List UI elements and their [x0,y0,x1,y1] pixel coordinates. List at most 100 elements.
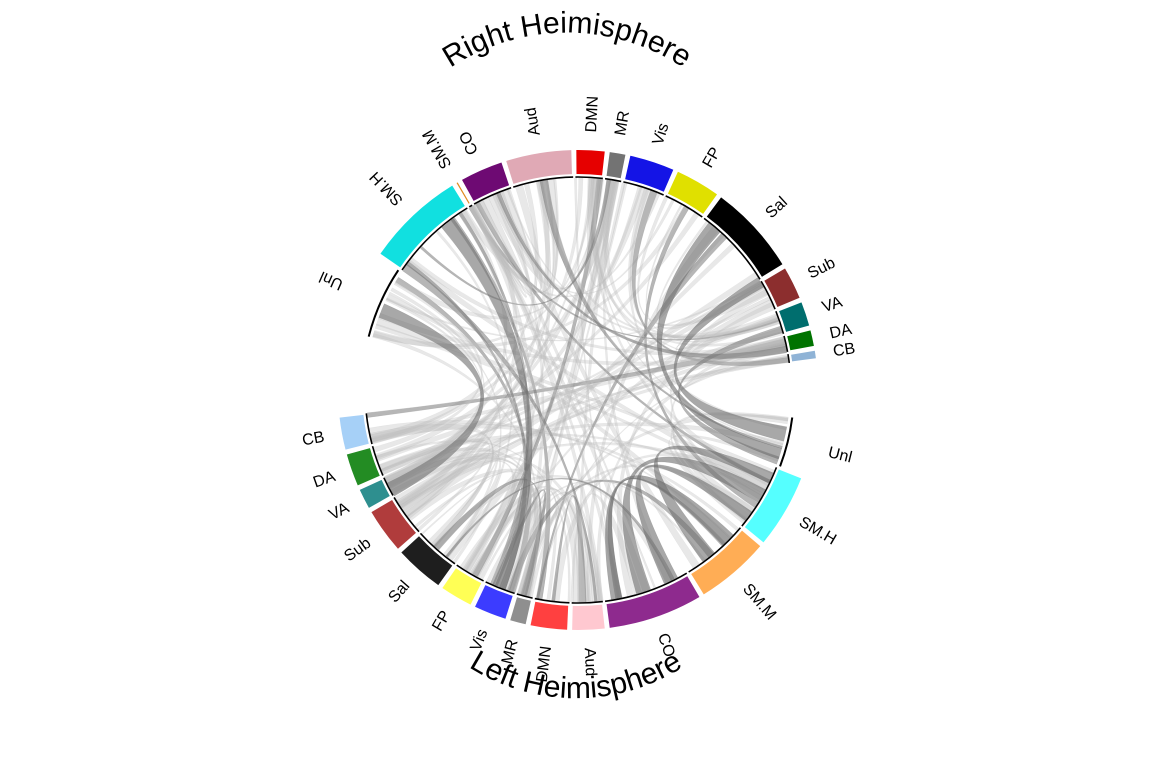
segment-right-mr [606,152,626,179]
chord-link [378,312,788,366]
chord-link [406,259,769,491]
chord-link [371,177,584,445]
label-left-fp: FP [429,608,454,634]
chord-link [376,440,571,603]
segment-left-sm-h [744,469,802,543]
chord-link [492,489,547,596]
segment-left-dmn [530,601,569,630]
chord-link [539,179,783,449]
chord-link-strong [378,303,484,497]
label-right-fp: FP [700,145,725,171]
segment-right-sub [764,268,800,307]
segment-left-da [346,448,380,486]
chord-link [598,180,628,287]
segment-inner-line-right-fp [665,195,703,218]
chord-link [593,178,784,446]
title-right-hemisphere: Right Heimisphere [437,6,697,73]
chord-link-strong [622,456,766,595]
chord-link-strong [656,222,783,460]
segment-inner-line-left-cb [365,413,373,445]
chord-link [372,205,689,349]
chord-link [385,281,762,342]
chord-link [419,179,611,306]
label-left-sm-m: SM.M [739,581,779,624]
chord-link [375,180,618,461]
chord-link [511,182,626,593]
label-right-aud: Aud [522,106,543,137]
chord-link [499,191,545,593]
chord-link [645,204,779,341]
hemisphere-segments [339,150,816,630]
segment-left-mr [510,597,531,625]
chord-link [496,192,787,359]
segment-inner-line-left-sm-m [688,527,742,573]
segment-inner-line-right-dmn [575,176,603,180]
chord-link [470,488,586,603]
chord-link [394,452,497,544]
chord-link [370,423,740,532]
chord-link [370,336,786,443]
label-right-cb: CB [832,340,857,360]
label-left-sal: Sal [385,578,413,607]
chord-link [591,178,789,367]
label-right-sal: Sal [762,194,791,222]
label-left-sm-h: SM.H [796,514,839,549]
segment-inner-line-left-dmn [534,597,570,604]
chord-link [637,196,768,327]
segment-right-cb [791,350,816,362]
segment-right-dmn [576,150,605,176]
label-right-va: VA [820,294,845,317]
title-left-hemisphere: Left Heimisphere [465,644,687,705]
segment-inner-line-right-sal [703,217,761,280]
label-right-sm-m: SM.M [420,127,456,172]
segment-inner-line-left-vis [485,581,515,595]
label-right-sm-h: SM.H [367,168,407,209]
chord-link [406,468,581,603]
segment-left-co [606,576,700,628]
label-right-vis: Vis [650,121,673,147]
label-right-da: DA [828,321,854,342]
chord-link [616,302,775,597]
segment-inner-line-left-sm-h [741,467,778,527]
segment-inner-line-left-fp [456,564,484,582]
chord-link [656,220,780,343]
segment-inner-line-left-sub [393,497,420,533]
label-left-co: CO [654,631,678,659]
chord-link [371,427,494,548]
segment-right-sm-h [380,185,465,268]
label-right-dmn: DMN [583,96,602,133]
label-left-da: DA [311,468,338,492]
chord-link [402,263,598,602]
chord-link [468,193,533,296]
segment-inner-line-left-va [383,477,394,496]
segment-right-sm-m [456,182,470,204]
chord-link-strong [441,218,533,590]
label-left-sub: Sub [341,535,374,566]
segment-left-va [359,479,390,508]
segment-left-fp [442,568,482,605]
chord-link [552,452,771,602]
chord-link [408,257,785,356]
segment-right-unl [367,269,400,337]
chord-link [421,470,517,577]
label-right-mr: MR [612,110,633,137]
chord-link [450,217,551,600]
segment-inner-line-left-co [604,572,688,603]
segment-right-da [787,330,814,351]
chord-link [373,279,483,453]
chord-link [577,180,619,603]
chord-link [461,193,661,298]
chord-link [395,276,532,593]
chord-link [505,492,603,602]
segment-right-vis [625,155,674,192]
chord-link [401,336,785,512]
chord-link [472,178,603,577]
label-left-cb: CB [301,429,326,450]
chord-link [468,203,604,602]
segment-inner-line-right-aud [512,176,574,188]
segment-right-aud [506,150,572,184]
segment-left-sm-m [691,530,761,595]
label-right-sub: Sub [805,255,838,283]
segment-inner-line-left-aud [571,600,603,604]
